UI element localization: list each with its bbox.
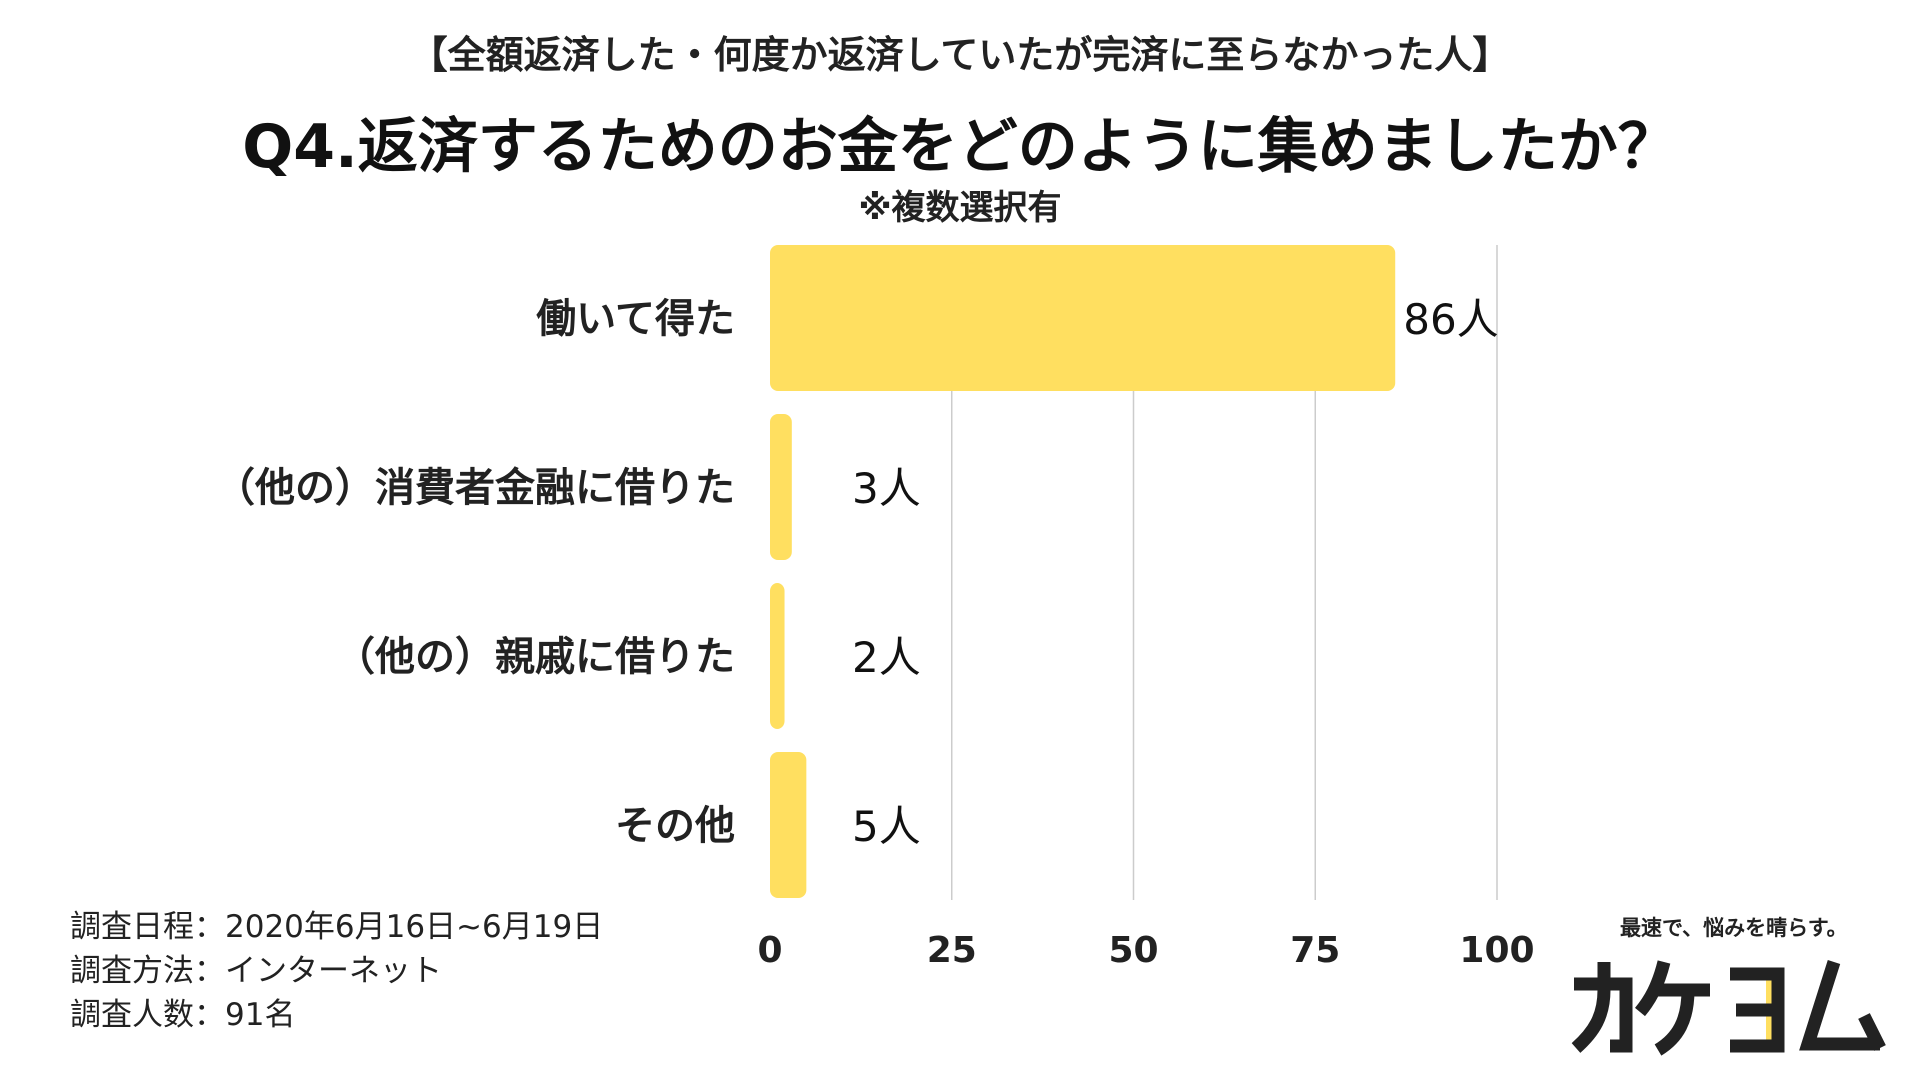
data-label: 3人	[852, 464, 921, 513]
logo-wordmark	[1571, 960, 1886, 1056]
data-label: 5人	[852, 802, 921, 851]
x-tick-label: 75	[1290, 930, 1340, 971]
survey-count: 調査人数：91名	[70, 997, 296, 1033]
category-label: 働いて得た	[536, 296, 735, 342]
chart-title: Q4.返済するためのお金をどのように集めましたか？	[242, 112, 1678, 182]
chart-subtitle: 【全額返済した・何度か返済していたが完済に至らなかった人】	[409, 33, 1511, 77]
survey-info: 調査日程：2020年6月16日~6月19日 調査方法：インターネット 調査人数：…	[70, 905, 603, 1037]
data-label: 86人	[1403, 295, 1498, 344]
survey-date: 調査日程：2020年6月16日~6月19日	[70, 909, 604, 945]
category-label: その他	[615, 803, 735, 849]
survey-method: 調査方法：インターネット	[70, 953, 442, 989]
kakeyomu-logo: 最速で、悩みを晴らす。	[1560, 890, 1900, 1060]
x-tick-label: 25	[927, 930, 977, 971]
category-label: （他の）消費者金融に借りた	[215, 465, 735, 511]
x-tick-label: 50	[1108, 930, 1158, 971]
data-label: 2人	[852, 633, 921, 682]
multiple-choice-note: ※複数選択有	[858, 188, 1062, 228]
category-label: （他の）親戚に借りた	[335, 634, 735, 680]
x-tick-label: 100	[1459, 930, 1534, 971]
bar-layer	[770, 245, 1396, 898]
bar	[770, 583, 785, 729]
label-layer: 0 25 50 75 100 働いて得た 86人 （他の）消費者金融に借りた 3人 （他の）親戚に…	[215, 295, 1535, 971]
logo-tagline: 最速で、悩みを晴らす。	[1620, 916, 1848, 940]
x-tick-label: 0	[757, 930, 782, 971]
bar	[770, 245, 1396, 391]
bar	[770, 414, 792, 560]
bar	[770, 752, 807, 898]
